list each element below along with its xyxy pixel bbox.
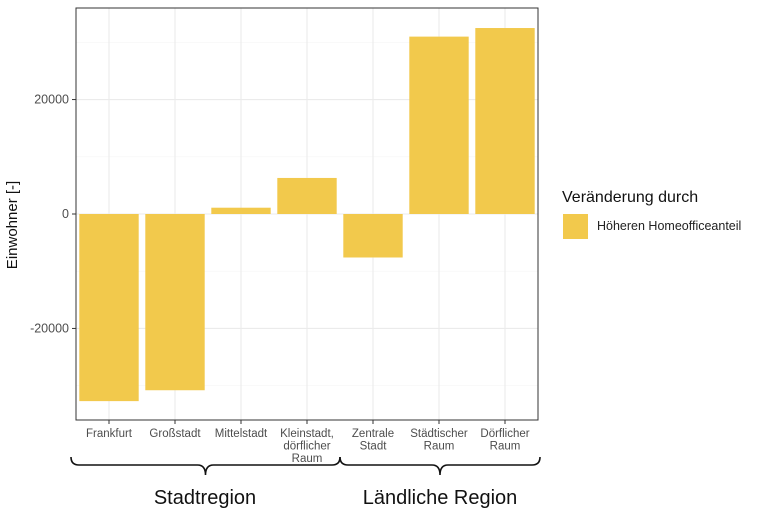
y-tick-label: 0 — [62, 207, 69, 221]
bar-6 — [409, 36, 469, 214]
x-tick-label: Dörflicher Raum — [480, 428, 529, 453]
x-tick-label: Großstadt — [149, 428, 201, 440]
y-tick-label: 20000 — [34, 93, 69, 107]
group-label-laendliche-region: Ländliche Region — [362, 487, 518, 509]
bar-4 — [277, 177, 337, 214]
x-tick-label: Frankfurt — [86, 428, 133, 440]
brace-laendliche-region — [339, 456, 541, 476]
group-label-stadtregion: Stadtregion — [153, 487, 257, 509]
legend-title: Veränderung durch — [562, 189, 699, 206]
bar-2 — [145, 214, 205, 391]
brace-stadtregion — [70, 456, 341, 476]
bar-1 — [79, 214, 139, 402]
y-axis-ticks: -20000 0 20000 — [30, 93, 76, 335]
legend-key-swatch — [563, 214, 588, 239]
y-tick-label: -20000 — [30, 321, 69, 335]
x-tick-label: Städtischer Raum — [410, 428, 468, 453]
x-tick-label: Kleinstadt, dörflicher Raum — [280, 428, 334, 465]
x-tick-label: Mittelstadt — [215, 428, 268, 440]
x-tick-label: Zentrale Stadt — [352, 428, 394, 453]
x-axis-tick-labels: Frankfurt Großstadt Mittelstadt Kleinstadt,… — [86, 420, 530, 465]
y-axis-label: Einwohner [-] — [4, 180, 21, 270]
bar-5 — [343, 214, 403, 258]
plot-panel-border — [75, 7, 539, 421]
legend-entry-label: Höheren Homeofficeanteil — [597, 219, 742, 233]
bars — [79, 28, 535, 402]
bar-7 — [475, 28, 535, 215]
group-braces — [70, 456, 541, 476]
bar-3 — [211, 207, 271, 214]
